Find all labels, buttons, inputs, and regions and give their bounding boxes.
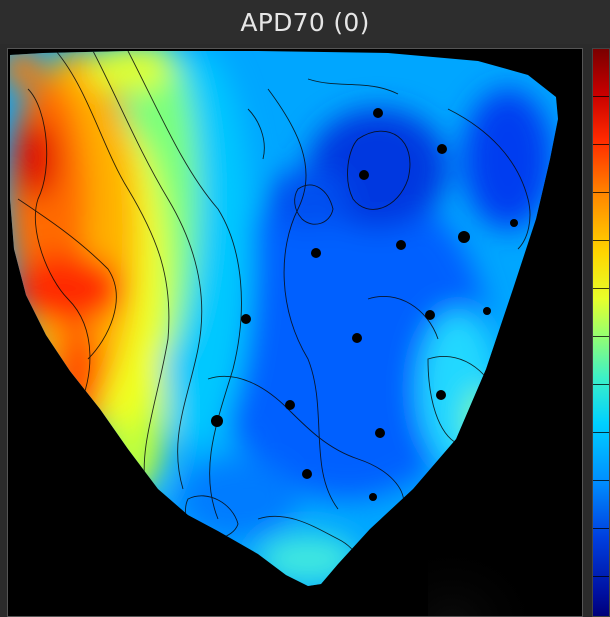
electrode-markers (211, 108, 518, 501)
colorbar (592, 48, 610, 617)
colorbar-tick (593, 432, 609, 433)
heart-map (10, 51, 558, 586)
colorbar-tick (593, 528, 609, 529)
colorbar-tick (593, 192, 609, 193)
colorbar-tick (593, 240, 609, 241)
title-bar: APD70 (0) (0, 0, 610, 44)
apd-map-panel[interactable] (7, 48, 583, 617)
colorbar-tick (593, 288, 609, 289)
colorbar-tick (593, 480, 609, 481)
contour-lines (17, 51, 531, 580)
colorbar-tick (593, 96, 609, 97)
colorbar-tick (593, 576, 609, 577)
apd-heatmap (8, 49, 582, 616)
colorbar-tick (593, 144, 609, 145)
colorbar-tick (593, 384, 609, 385)
colorbar-tick (593, 336, 609, 337)
map-title: APD70 (0) (240, 7, 370, 37)
